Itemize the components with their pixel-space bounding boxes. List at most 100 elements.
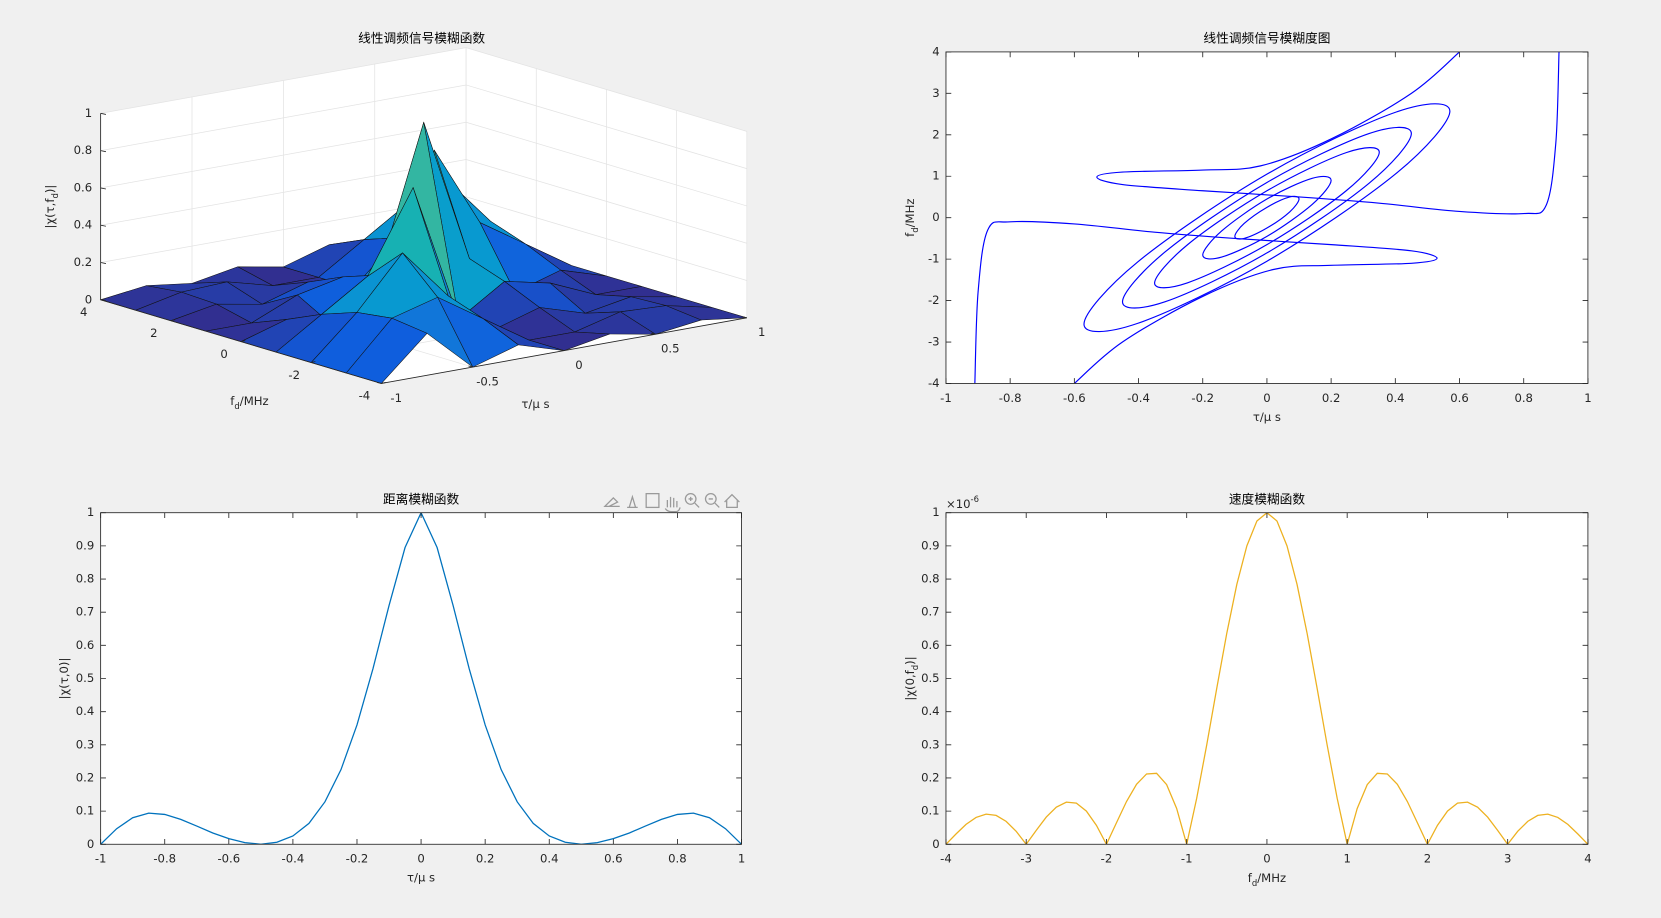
toolbar-icon[interactable] [724, 493, 740, 509]
y-tick-label: 2 [932, 127, 939, 141]
grid-line [100, 84, 747, 169]
y-tick-label: 2 [150, 326, 157, 340]
y-tick-label: 0.8 [76, 572, 95, 586]
x-tick-label: -2 [1101, 852, 1113, 866]
y-tick-label: 3 [932, 86, 939, 100]
x-tick-label: -1 [390, 391, 402, 405]
y-axis-label-part: /MHz [902, 199, 916, 228]
y-tick-label: -2 [928, 293, 940, 307]
contour-line [1096, 51, 1560, 215]
z-tick [100, 224, 107, 227]
y-tick [170, 319, 176, 322]
x-tick-label: -3 [1020, 852, 1032, 866]
z-tick-label: 0.6 [74, 180, 93, 194]
y-tick-label: 0.4 [921, 704, 940, 718]
y-tick-label: 0.6 [921, 638, 940, 652]
y-axis-label: |χ(τ,0)| [57, 658, 71, 700]
y-multiplier: ×10-6 [946, 494, 979, 511]
plot-area [100, 512, 742, 845]
y-tick-label: 0.4 [76, 704, 95, 718]
toolbar-icon[interactable] [704, 493, 717, 505]
x-tick-label: -1 [940, 391, 952, 405]
z-tick-label: 0.8 [74, 143, 93, 157]
x-tick-label: 0.2 [1322, 391, 1341, 405]
z-axis-label-part: )| [42, 185, 56, 193]
y-axis-label: fd/MHz [230, 393, 268, 410]
x-tick-label: 1 [1584, 391, 1591, 405]
toolbar-icon[interactable] [603, 496, 620, 507]
y-axis-label-part: |χ(0,f [902, 669, 916, 700]
x-tick-label: 0.8 [1514, 391, 1533, 405]
plot-area [945, 512, 1588, 845]
y-tick-label: 0 [87, 837, 94, 851]
z-tick-label: 0.2 [74, 255, 93, 269]
y-tick-label: 0.5 [76, 671, 95, 685]
line [100, 512, 742, 845]
plot-area [945, 51, 1588, 384]
toolbar-icon[interactable] [708, 498, 720, 508]
contour-line [974, 220, 1438, 384]
x-tick-label: -0.8 [999, 391, 1022, 405]
x-tick [559, 349, 565, 352]
y-axis-label-part: )| [902, 656, 916, 664]
x-tick-label: -0.5 [476, 374, 499, 388]
y-tick-label: 1 [87, 505, 94, 519]
plot-marks [974, 51, 1560, 384]
y-tick-label: 0.7 [76, 605, 95, 619]
contour-line [1154, 147, 1380, 289]
toolbar-icon[interactable] [684, 493, 697, 505]
z-tick-label: 1 [85, 106, 92, 120]
y-tick [311, 361, 316, 363]
y-tick-label: 0 [932, 210, 939, 224]
z-axis-label-part: d [49, 193, 59, 198]
z-axis-label-part: |χ(τ,f [42, 198, 56, 229]
contour-line [1202, 175, 1332, 260]
y-axis-label-part: f [230, 393, 235, 407]
x-tick-label: -0.2 [346, 852, 369, 866]
x-axis-label: fd/MHz [1248, 871, 1286, 888]
x-tick-label: -0.8 [153, 852, 176, 866]
x-tick-label: 2 [1424, 852, 1431, 866]
y-tick-label: 0.2 [921, 770, 940, 784]
x-tick-label: 0 [417, 852, 424, 866]
x-tick-label: -1 [95, 852, 107, 866]
grid-line [100, 121, 747, 207]
x-tick-label: 4 [1584, 852, 1591, 866]
plot-marks [945, 512, 1588, 845]
x-axis-label-part: d [1252, 878, 1257, 888]
y-multiplier-part: -6 [971, 494, 979, 504]
y-axis-label-part: /MHz [240, 393, 269, 407]
plot-marks [100, 512, 742, 845]
x-tick-label: 1 [758, 325, 765, 339]
z-tick [100, 187, 107, 190]
y-tick-label: 0.1 [921, 804, 940, 818]
y-tick-label: 1 [932, 169, 939, 183]
z-tick [100, 112, 107, 115]
y-tick-label: -1 [928, 252, 940, 266]
y-axis-label: |χ(0,fd)| [902, 656, 919, 700]
toolbar-icon[interactable] [688, 496, 700, 508]
toolbar-icon[interactable] [664, 496, 681, 513]
y-tick-label: 0.3 [76, 737, 95, 751]
x-tick-label: -0.6 [1063, 391, 1086, 405]
x-tick-label: 0.4 [540, 852, 559, 866]
chart-title: 线性调频信号模糊度图 [1203, 31, 1330, 46]
grid-line [100, 47, 747, 132]
y-axis-label-part: d [909, 665, 919, 670]
toolbar-icon[interactable] [627, 494, 638, 509]
x-tick-label: -0.4 [282, 852, 305, 866]
x-tick-label: -0.6 [217, 852, 240, 866]
contour-line [1121, 126, 1412, 309]
x-axis-label-part: f [1248, 871, 1253, 885]
x-tick [377, 381, 382, 384]
y-tick-label: -4 [359, 389, 371, 403]
y-tick-label: -2 [288, 368, 300, 382]
toolbar-icon[interactable] [645, 493, 660, 509]
y-multiplier-part: ×10 [946, 497, 971, 511]
x-tick-label: 1 [738, 852, 745, 866]
contour-line [1234, 195, 1300, 240]
y-tick-label: 0.6 [76, 638, 95, 652]
x-tick-label: 0 [1263, 852, 1270, 866]
y-tick-label: 0 [932, 837, 939, 851]
